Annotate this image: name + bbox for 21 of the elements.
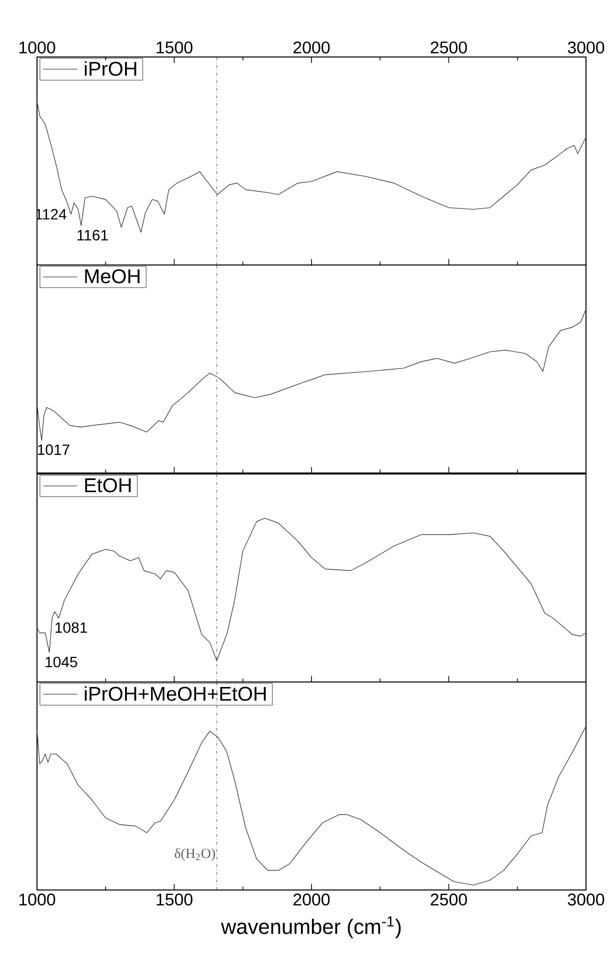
annotation: 1161 bbox=[78, 230, 108, 240]
x-tick-label: 1500 bbox=[156, 894, 192, 906]
x-tick-label: 1000 bbox=[19, 894, 56, 906]
annotation: 1124 bbox=[36, 209, 66, 220]
x-axis-title: wavenumber (cm$^{-1}$) bbox=[221, 916, 401, 938]
legend-label: iPrOH bbox=[84, 61, 136, 76]
legend-label: iPrOH+MeOH+EtOH bbox=[84, 686, 266, 701]
annotation: 1045 bbox=[46, 656, 78, 668]
x2-tick-label: 3000 bbox=[568, 41, 604, 54]
annotation: 1017 bbox=[38, 444, 70, 456]
x-tick-label: 2000 bbox=[294, 894, 330, 906]
x2-tick-label: 2500 bbox=[430, 41, 467, 54]
legend-label: MeOH bbox=[85, 269, 140, 284]
ref-line-label: δ(H$_{2}$O) bbox=[174, 848, 215, 861]
x2-tick-label: 1500 bbox=[156, 41, 192, 54]
x2-tick-label: 1000 bbox=[19, 41, 56, 54]
x2-tick-label: 2000 bbox=[294, 41, 330, 54]
legend-label: EtOH bbox=[85, 478, 131, 492]
x-tick-label: 3000 bbox=[568, 894, 604, 906]
annotation: 1081 bbox=[56, 622, 87, 633]
x-tick-label: 2500 bbox=[430, 894, 467, 906]
